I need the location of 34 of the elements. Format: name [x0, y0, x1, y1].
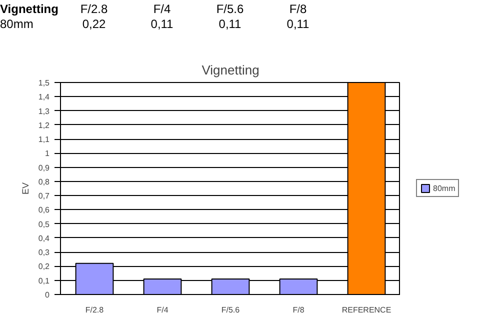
y-tick-label: 0,1	[38, 276, 50, 286]
y-tick-label: 0,8	[38, 177, 50, 186]
data-label: 0,11	[150, 17, 174, 32]
category-label: F/4	[153, 2, 171, 16]
data-label: 0,11	[218, 17, 242, 32]
y-tick-label: 0	[45, 290, 50, 300]
y-axis-title: EV	[20, 182, 30, 195]
y-tick-label: 0,9	[38, 163, 50, 172]
y-tick-label: 0,5	[38, 220, 50, 229]
legend-label: 80mm	[433, 184, 456, 192]
x-tick-label: F/8	[292, 306, 305, 314]
x-tick-label: F/2.8	[85, 306, 104, 314]
data-label: 0,22	[81, 17, 107, 32]
y-tick-label: 1	[45, 149, 50, 158]
x-tick-label: F/4	[156, 306, 169, 314]
category-label: F/5.6	[216, 2, 244, 16]
chart-title: Vignetting	[202, 62, 260, 78]
y-tick-label: 1,2	[38, 120, 50, 130]
y-tick-label: 1,4	[38, 92, 50, 102]
y-tick-label: 1,1	[38, 135, 50, 144]
y-tick-label: 0,2	[38, 262, 50, 272]
category-label: F/2.8	[80, 2, 108, 16]
text: 80mm	[0, 17, 34, 31]
y-tick-label: 0,7	[38, 192, 50, 201]
y-tick-label: 0,4	[38, 234, 50, 243]
x-tick-label: REFERENCE	[342, 306, 392, 314]
y-tick-label: 1,3	[38, 106, 50, 116]
data-label: 0,11	[286, 17, 310, 32]
category-label: F/8	[289, 2, 307, 16]
y-tick-label: 1,5	[38, 78, 50, 88]
text: Vignetting	[0, 2, 60, 17]
y-tick-label: 0,6	[38, 206, 50, 215]
x-tick-label: F/5.6	[221, 306, 240, 314]
y-tick-label: 0,3	[38, 248, 50, 258]
